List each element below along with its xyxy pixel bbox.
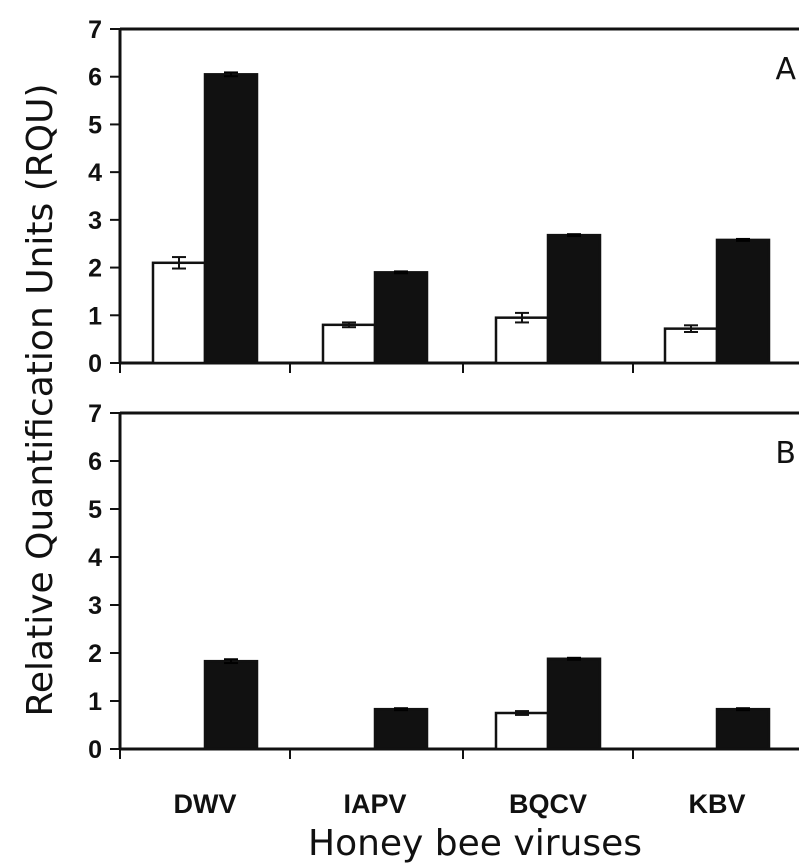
panel-label-A: A bbox=[775, 52, 796, 87]
x-category-label-KBV: KBV bbox=[688, 789, 745, 819]
y-tick-label-B-6: 6 bbox=[88, 448, 102, 476]
y-tick-label-B-7: 7 bbox=[88, 400, 102, 428]
x-category-label-IAPV: IAPV bbox=[343, 789, 406, 819]
y-tick-label-A-7: 7 bbox=[88, 16, 102, 44]
y-tick-label-B-0: 0 bbox=[88, 736, 102, 764]
x-category-label-DWV: DWV bbox=[174, 789, 237, 819]
y-tick-label-A-6: 6 bbox=[88, 64, 102, 92]
x-axis-title: Honey bee viruses bbox=[308, 823, 642, 864]
y-tick-label-A-1: 1 bbox=[88, 302, 102, 330]
y-tick-label-A-3: 3 bbox=[88, 207, 102, 235]
y-tick-label-A-4: 4 bbox=[88, 159, 102, 187]
bar-A-IAPV-filled bbox=[373, 271, 429, 365]
bar-B-KBV-filled bbox=[715, 707, 771, 751]
bar-B-DWV-filled bbox=[203, 659, 259, 751]
y-axis-title: Relative Quantification Units (RQU) bbox=[20, 84, 61, 717]
bar-A-IAPV-open bbox=[321, 323, 377, 365]
y-tick-label-B-1: 1 bbox=[88, 688, 102, 716]
y-tick-label-B-4: 4 bbox=[88, 544, 102, 572]
y-tick-label-A-5: 5 bbox=[88, 111, 102, 139]
y-tick-label-A-2: 2 bbox=[88, 255, 102, 283]
panel-label-B: B bbox=[775, 436, 796, 471]
bar-A-DWV-open bbox=[151, 261, 207, 365]
bar-A-BQCV-filled bbox=[546, 233, 602, 365]
bar-B-BQCV-filled bbox=[546, 657, 602, 751]
bar-B-IAPV-filled bbox=[373, 707, 429, 751]
bar-A-BQCV-open bbox=[494, 316, 550, 365]
bar-A-KBV-filled bbox=[715, 238, 771, 365]
y-tick-label-B-3: 3 bbox=[88, 592, 102, 620]
y-tick-label-B-2: 2 bbox=[88, 640, 102, 668]
x-category-label-BQCV: BQCV bbox=[509, 789, 587, 819]
y-tick-label-A-0: 0 bbox=[88, 350, 102, 378]
bar-A-DWV-filled bbox=[203, 73, 259, 365]
bar-B-BQCV-open bbox=[494, 711, 550, 751]
y-tick-label-B-5: 5 bbox=[88, 496, 102, 524]
bar-A-KBV-open bbox=[663, 327, 719, 365]
